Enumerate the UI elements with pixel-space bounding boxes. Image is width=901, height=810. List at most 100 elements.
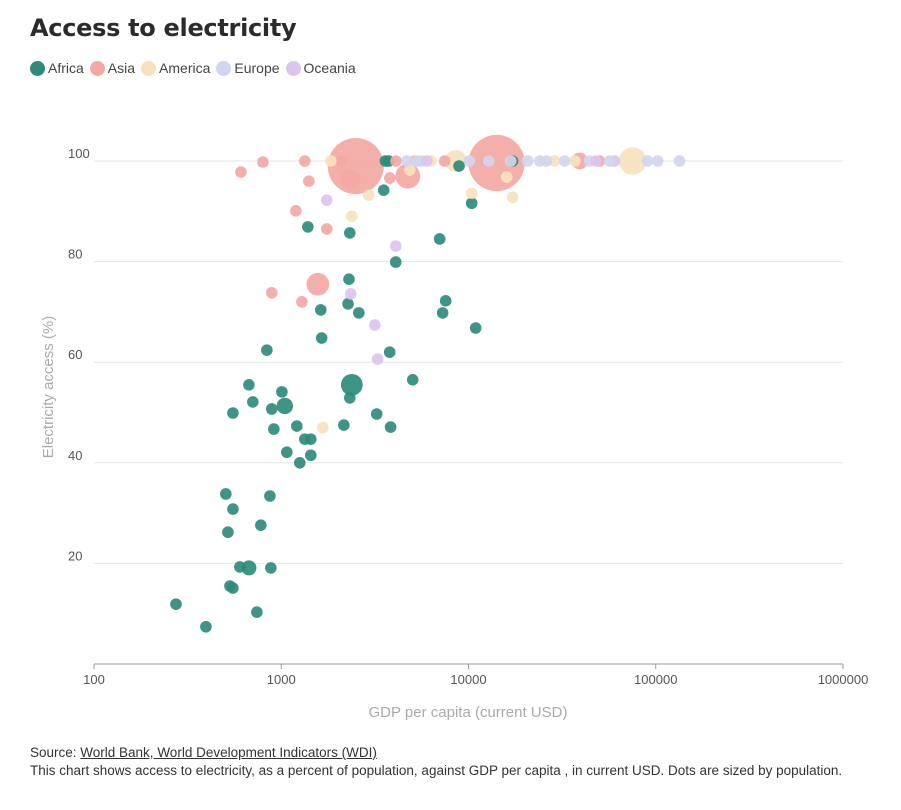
- data-point-africa[interactable]: [436, 307, 449, 319]
- data-point-africa[interactable]: [170, 598, 182, 610]
- data-point-africa[interactable]: [370, 408, 383, 420]
- data-point-asia[interactable]: [302, 175, 315, 187]
- data-point-europe[interactable]: [463, 155, 476, 167]
- data-point-america[interactable]: [346, 210, 358, 223]
- data-point-africa[interactable]: [268, 423, 280, 435]
- data-point-africa[interactable]: [293, 457, 306, 469]
- data-point-europe[interactable]: [673, 155, 686, 167]
- x-tick-label: 100000: [634, 672, 677, 687]
- data-point-africa[interactable]: [302, 221, 314, 233]
- data-point-africa[interactable]: [265, 403, 278, 415]
- legend-item-europe[interactable]: Europe: [216, 60, 280, 76]
- data-point-asia[interactable]: [340, 169, 361, 189]
- data-point-africa[interactable]: [304, 433, 317, 445]
- data-point-america[interactable]: [362, 189, 375, 202]
- legend-label: Oceania: [303, 60, 356, 76]
- data-point-africa[interactable]: [453, 160, 465, 172]
- data-point-america[interactable]: [465, 187, 478, 199]
- data-point-america[interactable]: [325, 155, 337, 167]
- data-point-asia[interactable]: [321, 223, 333, 235]
- data-point-america[interactable]: [317, 421, 329, 434]
- data-point-oceania[interactable]: [389, 240, 402, 252]
- data-point-africa[interactable]: [255, 519, 267, 531]
- legend-item-oceania[interactable]: Oceania: [285, 60, 356, 76]
- data-point-asia[interactable]: [299, 155, 311, 167]
- data-point-asia[interactable]: [438, 155, 451, 167]
- data-point-asia[interactable]: [384, 172, 396, 184]
- data-point-africa[interactable]: [343, 227, 356, 239]
- data-point-africa[interactable]: [314, 304, 327, 316]
- data-point-africa[interactable]: [383, 346, 396, 358]
- data-point-asia[interactable]: [290, 204, 302, 217]
- data-point-africa[interactable]: [342, 298, 354, 310]
- data-point-asia[interactable]: [296, 296, 308, 308]
- data-point-africa[interactable]: [343, 392, 356, 404]
- data-point-africa[interactable]: [281, 446, 293, 459]
- source-link[interactable]: World Bank, World Development Indicators…: [80, 745, 377, 760]
- data-point-africa[interactable]: [264, 490, 276, 502]
- data-point-oceania[interactable]: [344, 287, 357, 300]
- data-point-africa[interactable]: [315, 332, 328, 344]
- legend-dot-icon: [141, 60, 157, 76]
- data-point-africa[interactable]: [247, 396, 259, 408]
- data-point-asia[interactable]: [265, 286, 278, 299]
- data-point-africa[interactable]: [465, 197, 478, 210]
- data-point-asia[interactable]: [257, 156, 269, 168]
- data-point-asia[interactable]: [235, 166, 247, 178]
- data-point-africa[interactable]: [227, 582, 239, 594]
- data-point-europe[interactable]: [401, 155, 413, 167]
- data-point-africa[interactable]: [222, 526, 234, 539]
- data-point-america[interactable]: [506, 191, 519, 204]
- data-point-africa[interactable]: [433, 233, 446, 245]
- data-point-africa[interactable]: [261, 344, 273, 356]
- data-point-africa[interactable]: [353, 307, 365, 319]
- data-point-africa[interactable]: [343, 273, 355, 286]
- data-point-africa[interactable]: [304, 449, 317, 462]
- data-point-asia[interactable]: [390, 155, 402, 167]
- data-point-africa[interactable]: [377, 184, 390, 196]
- data-point-oceania[interactable]: [420, 155, 433, 167]
- data-point-asia[interactable]: [306, 272, 330, 296]
- data-point-oceania[interactable]: [369, 319, 381, 331]
- data-point-europe[interactable]: [641, 155, 654, 167]
- data-point-africa[interactable]: [227, 407, 239, 419]
- data-point-oceania[interactable]: [321, 194, 333, 207]
- data-point-africa[interactable]: [227, 503, 239, 515]
- legend-item-america[interactable]: America: [141, 60, 210, 76]
- data-point-europe[interactable]: [482, 155, 495, 167]
- data-point-africa[interactable]: [291, 420, 303, 432]
- data-point-europe[interactable]: [521, 155, 534, 167]
- y-tick-label: 20: [68, 548, 82, 563]
- data-point-europe[interactable]: [540, 155, 553, 167]
- data-point-africa[interactable]: [384, 421, 397, 433]
- data-point-europe[interactable]: [558, 155, 571, 167]
- data-point-africa[interactable]: [469, 322, 482, 334]
- legend-item-asia[interactable]: Asia: [89, 60, 135, 76]
- data-point-europe[interactable]: [651, 155, 664, 167]
- data-point-europe[interactable]: [603, 155, 616, 167]
- data-point-africa[interactable]: [200, 620, 212, 633]
- data-point-america[interactable]: [404, 164, 416, 176]
- data-point-oceania[interactable]: [590, 155, 602, 167]
- data-point-europe[interactable]: [504, 155, 517, 167]
- data-point-africa[interactable]: [338, 419, 350, 431]
- data-point-africa[interactable]: [276, 386, 288, 398]
- data-point-africa[interactable]: [439, 295, 452, 307]
- data-point-africa[interactable]: [251, 606, 263, 618]
- data-point-america[interactable]: [569, 155, 581, 167]
- data-point-africa[interactable]: [340, 373, 363, 396]
- data-point-america[interactable]: [500, 171, 513, 183]
- data-point-africa[interactable]: [234, 561, 246, 573]
- data-point-oceania[interactable]: [371, 353, 384, 365]
- data-point-asia[interactable]: [335, 155, 347, 167]
- data-point-africa[interactable]: [241, 560, 257, 576]
- data-point-africa[interactable]: [220, 488, 232, 500]
- data-point-america[interactable]: [618, 147, 647, 175]
- data-point-africa[interactable]: [406, 374, 419, 386]
- data-point-america[interactable]: [548, 155, 561, 167]
- data-point-africa[interactable]: [243, 379, 255, 391]
- data-point-africa[interactable]: [265, 562, 277, 574]
- data-point-africa[interactable]: [276, 397, 294, 415]
- data-point-africa[interactable]: [389, 256, 402, 268]
- legend-item-africa[interactable]: Africa: [30, 60, 84, 76]
